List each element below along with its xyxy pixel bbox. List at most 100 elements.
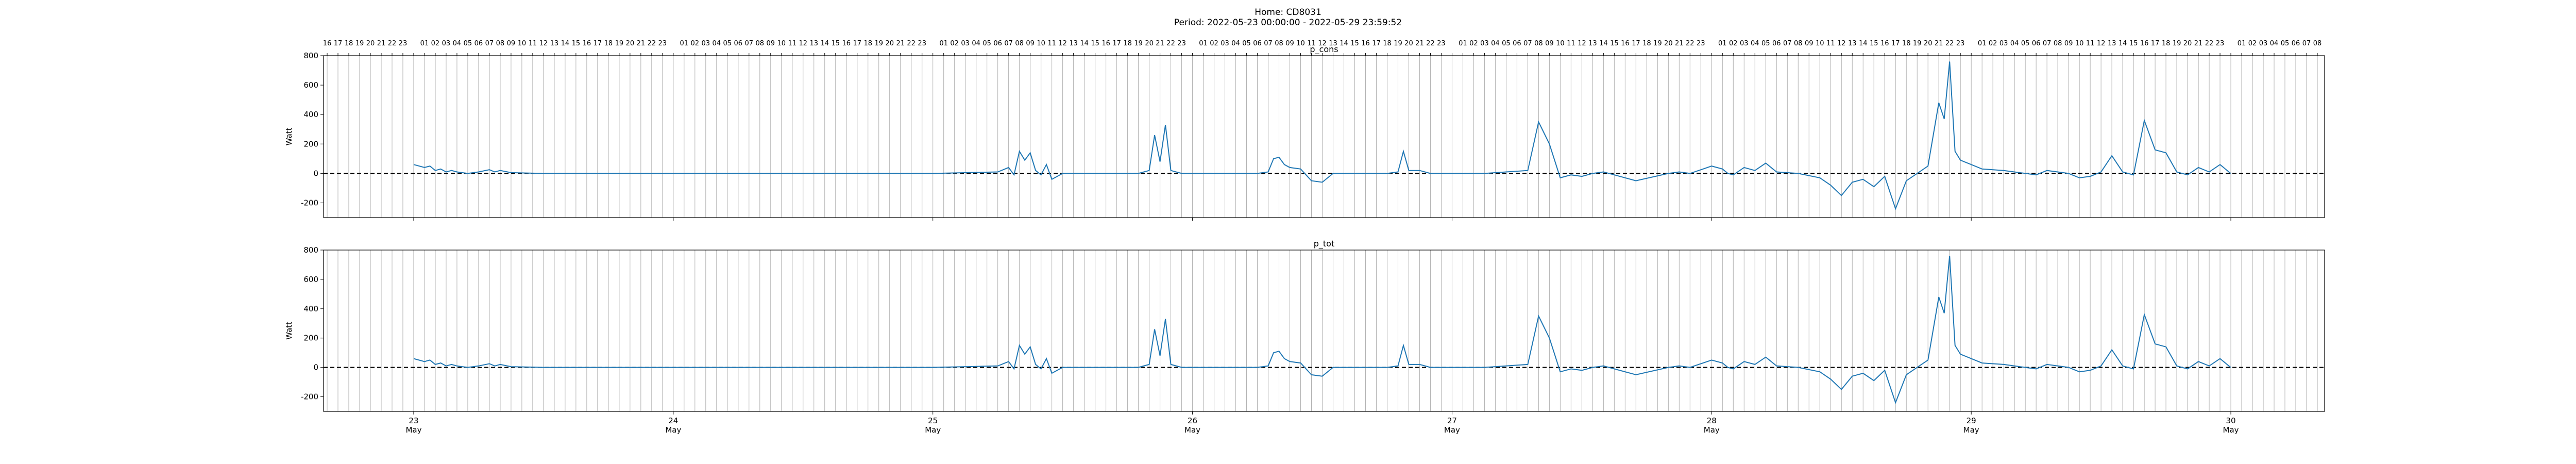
- hour-tick-label: 12: [2097, 40, 2106, 47]
- hour-tick-label: 05: [1761, 40, 1770, 47]
- hour-tick-label: 01: [939, 40, 948, 47]
- hour-tick-label: 16: [2140, 40, 2149, 47]
- hour-tick-label: 22: [388, 40, 397, 47]
- hour-tick-label: 02: [2248, 40, 2257, 47]
- month-tick-label: May: [405, 425, 421, 435]
- hour-tick-label: 01: [1978, 40, 1987, 47]
- y-tick-label: 400: [303, 304, 318, 313]
- hour-tick-label: 11: [1047, 40, 1056, 47]
- hour-tick-label: 15: [2129, 40, 2138, 47]
- hour-tick-label: 13: [1848, 40, 1857, 47]
- hour-tick-label: 08: [1015, 40, 1024, 47]
- hour-tick-label: 12: [1837, 40, 1846, 47]
- hour-tick-label: 14: [820, 40, 829, 47]
- hour-tick-label: 12: [799, 40, 807, 47]
- hour-tick-label: 22: [1686, 40, 1694, 47]
- hour-tick-label: 13: [2108, 40, 2116, 47]
- y-tick-label: 200: [303, 334, 318, 343]
- hour-tick-label: 07: [745, 40, 754, 47]
- hour-tick-label: 21: [896, 40, 905, 47]
- hour-tick-label: 10: [2075, 40, 2084, 47]
- hour-tick-label: 23: [2216, 40, 2225, 47]
- hour-tick-label: 15: [1870, 40, 1878, 47]
- day-tick-label: 23: [409, 416, 418, 425]
- hour-tick-label: 01: [1199, 40, 1208, 47]
- figure-period-title: Period: 2022-05-23 00:00:00 - 2022-05-29…: [1174, 18, 1402, 28]
- hour-tick-label: 17: [594, 40, 602, 47]
- y-tick-label: 200: [303, 139, 318, 148]
- hour-tick-label: 20: [1404, 40, 1413, 47]
- hour-tick-label: 05: [464, 40, 472, 47]
- hour-tick-label: 23: [1697, 40, 1705, 47]
- month-tick-label: May: [925, 425, 941, 435]
- hour-tick-label: 04: [2270, 40, 2279, 47]
- hour-tick-label: 23: [1956, 40, 1965, 47]
- hour-tick-label: 16: [583, 40, 591, 47]
- hour-tick-label: 23: [399, 40, 408, 47]
- y-tick-label: 600: [303, 275, 318, 284]
- series-line-p_cons: [413, 61, 2231, 210]
- hour-tick-label: 02: [1210, 40, 1218, 47]
- hour-tick-label: 06: [1772, 40, 1781, 47]
- y-tick-label: -200: [301, 198, 318, 207]
- hour-tick-label: 17: [853, 40, 861, 47]
- hour-tick-label: 22: [648, 40, 656, 47]
- hour-tick-label: 06: [474, 40, 483, 47]
- hour-tick-label: 03: [442, 40, 451, 47]
- hour-tick-label: 12: [1058, 40, 1067, 47]
- y-tick-label: 800: [303, 245, 318, 255]
- hour-tick-label: 03: [1480, 40, 1489, 47]
- y-tick-label: 600: [303, 80, 318, 90]
- hour-tick-label: 08: [496, 40, 505, 47]
- hour-tick-label: 21: [1935, 40, 1943, 47]
- hour-tick-label: 16: [1101, 40, 1110, 47]
- hour-tick-label: 06: [2292, 40, 2300, 47]
- hour-tick-label: 07: [2302, 40, 2311, 47]
- hour-tick-label: 14: [1080, 40, 1089, 47]
- day-tick-label: 29: [1967, 416, 1976, 425]
- hour-tick-label: 15: [831, 40, 840, 47]
- hour-tick-label: 16: [842, 40, 851, 47]
- hour-tick-label: 07: [1004, 40, 1013, 47]
- hour-tick-label: 20: [1924, 40, 1933, 47]
- hour-tick-label: 21: [2194, 40, 2203, 47]
- hour-tick-label: 03: [1740, 40, 1749, 47]
- hour-tick-label: 19: [355, 40, 364, 47]
- hour-tick-label: 20: [366, 40, 375, 47]
- hour-tick-label: 05: [982, 40, 991, 47]
- hour-tick-label: 15: [1350, 40, 1359, 47]
- hour-tick-label: 11: [1567, 40, 1575, 47]
- hour-tick-label: 04: [1231, 40, 1240, 47]
- hour-tick-label: 19: [1134, 40, 1143, 47]
- hour-tick-label: 02: [1729, 40, 1738, 47]
- hour-tick-label: 05: [723, 40, 732, 47]
- hour-tick-label: 13: [550, 40, 559, 47]
- hour-tick-label: 19: [874, 40, 883, 47]
- hour-tick-label: 18: [2162, 40, 2171, 47]
- hour-tick-label: 02: [691, 40, 700, 47]
- series-line-p_tot: [413, 256, 2231, 404]
- hour-tick-label: 09: [767, 40, 775, 47]
- hour-tick-label: 01: [680, 40, 689, 47]
- hour-tick-label: 10: [1037, 40, 1045, 47]
- hour-tick-label: 16: [1621, 40, 1630, 47]
- hour-tick-label: 21: [1156, 40, 1164, 47]
- hour-tick-label: 09: [1285, 40, 1294, 47]
- hour-tick-label: 21: [637, 40, 646, 47]
- month-tick-label: May: [665, 425, 681, 435]
- month-tick-label: May: [1444, 425, 1460, 435]
- hour-tick-label: 01: [2238, 40, 2246, 47]
- hour-tick-label: 18: [1123, 40, 1132, 47]
- hour-tick-label: 03: [1221, 40, 1229, 47]
- hour-tick-label: 07: [1783, 40, 1792, 47]
- hour-tick-label: 07: [1264, 40, 1273, 47]
- day-tick-label: 30: [2226, 416, 2236, 425]
- hour-tick-label: 08: [2313, 40, 2322, 47]
- panel-title: p_cons: [1310, 44, 1338, 55]
- hour-tick-label: 12: [539, 40, 548, 47]
- day-tick-label: 26: [1188, 416, 1197, 425]
- hour-tick-label: 11: [1826, 40, 1835, 47]
- hour-tick-label: 04: [453, 40, 462, 47]
- hour-tick-label: 21: [1415, 40, 1424, 47]
